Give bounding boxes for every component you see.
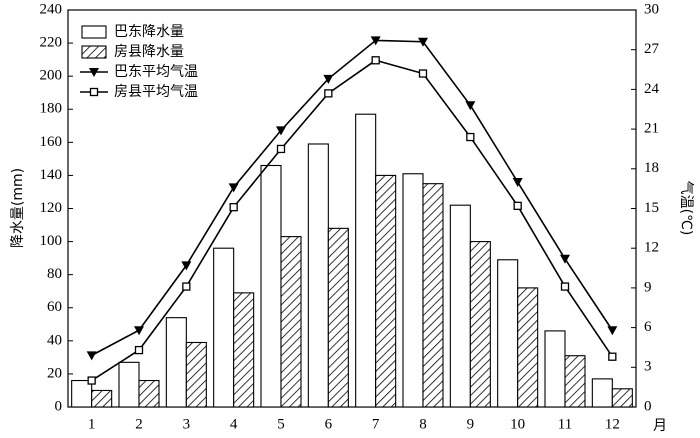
y-axis-label: 降水量(mm) — [10, 168, 26, 248]
y-tick-label: 220 — [40, 35, 63, 51]
legend-label: 房县平均气温 — [114, 84, 198, 100]
bar — [260, 164, 282, 408]
point — [134, 345, 144, 355]
point — [608, 352, 617, 361]
bar — [611, 388, 633, 408]
point — [466, 132, 475, 142]
x-tick-label: 9 — [467, 416, 475, 432]
x-tick-label: 7 — [372, 416, 380, 432]
point — [560, 282, 570, 291]
x-tick-label: 10 — [510, 416, 525, 432]
bar — [422, 183, 444, 408]
y-tick-label: 40 — [47, 332, 62, 348]
y-tick-label: 20 — [47, 365, 62, 381]
bar — [591, 378, 613, 408]
bar — [517, 287, 539, 408]
bar — [138, 379, 160, 408]
y2-tick-label: 15 — [644, 200, 659, 216]
point — [182, 282, 191, 291]
x-axis-label: 月 — [653, 418, 667, 434]
point — [513, 201, 522, 211]
x-tick-label: 11 — [558, 416, 572, 432]
legend-label: 巴东降水量 — [114, 24, 184, 40]
y2-tick-label: 18 — [644, 160, 659, 176]
point — [324, 89, 333, 98]
point — [228, 183, 239, 193]
bar — [185, 341, 207, 408]
point — [418, 69, 428, 78]
x-tick-label: 3 — [183, 416, 191, 432]
y2-tick-label: 6 — [644, 319, 652, 335]
bar — [355, 113, 377, 408]
y-tick-label: 140 — [40, 167, 63, 183]
point — [276, 144, 286, 154]
point — [323, 74, 334, 84]
y2-tick-label: 9 — [644, 279, 652, 295]
y-tick-label: 120 — [40, 200, 63, 216]
y-tick-label: 200 — [40, 68, 63, 84]
bar — [544, 330, 566, 408]
y2-tick-label: 0 — [644, 398, 652, 414]
legend-marker — [89, 68, 99, 77]
bar — [307, 143, 329, 408]
point — [87, 376, 96, 385]
bar — [233, 292, 255, 408]
line — [91, 39, 613, 357]
point — [181, 261, 192, 271]
point — [418, 37, 428, 47]
bar — [497, 259, 519, 408]
point — [134, 326, 144, 336]
point — [276, 126, 286, 136]
x-tick-label: 1 — [88, 416, 96, 432]
y2-tick-label: 21 — [644, 121, 659, 137]
y2-axis-label: 气温(℃) — [678, 181, 694, 236]
y-tick-label: 180 — [40, 101, 63, 117]
x-tick-label: 8 — [419, 416, 427, 432]
point — [370, 36, 381, 46]
y2-tick-label: 27 — [644, 41, 660, 57]
bar — [213, 247, 235, 408]
bar — [327, 227, 349, 408]
y-tick-label: 160 — [40, 134, 63, 150]
line — [91, 59, 613, 382]
y-tick-label: 80 — [47, 266, 62, 282]
x-tick-label: 4 — [230, 416, 238, 432]
point — [607, 326, 618, 336]
bar — [165, 317, 187, 408]
point — [229, 203, 238, 212]
legend-swatch — [81, 45, 107, 59]
bar — [91, 389, 113, 408]
point — [512, 178, 523, 188]
y2-tick-label: 12 — [644, 240, 659, 256]
point — [371, 56, 380, 65]
y-tick-label: 240 — [40, 1, 63, 17]
x-tick-label: 2 — [135, 416, 143, 432]
legend-marker — [89, 87, 99, 97]
y2-tick-label: 24 — [644, 81, 660, 97]
y-tick-label: 0 — [55, 398, 63, 414]
y-tick-label: 60 — [47, 299, 62, 315]
y-tick-label: 100 — [40, 233, 63, 249]
point — [465, 101, 476, 111]
legend-label: 巴东平均气温 — [114, 64, 198, 80]
bar — [118, 361, 140, 408]
bar — [469, 241, 491, 408]
x-tick-label: 5 — [277, 416, 285, 432]
y2-tick-label: 3 — [644, 359, 652, 375]
x-tick-label: 12 — [605, 416, 620, 432]
x-tick-label: 6 — [325, 416, 333, 432]
bar — [564, 355, 586, 408]
bar — [402, 173, 424, 408]
bar — [375, 174, 397, 408]
bar — [280, 236, 302, 408]
point — [86, 351, 97, 361]
y2-tick-label: 30 — [644, 1, 659, 17]
legend-label: 房县降水量 — [114, 44, 184, 60]
bar — [449, 204, 471, 408]
legend-swatch — [81, 25, 107, 39]
point — [560, 254, 570, 264]
